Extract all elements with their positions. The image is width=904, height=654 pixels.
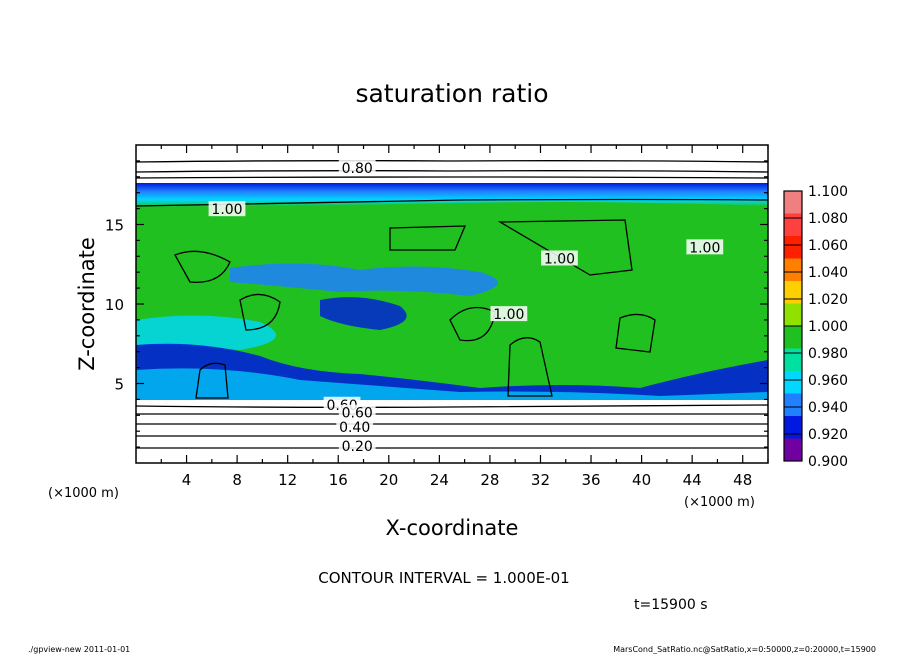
x-axis-label: X-coordinate: [386, 516, 519, 540]
colorbar-label: 0.920: [808, 427, 848, 443]
colorbar-label: 0.960: [808, 373, 848, 389]
contour-label: 1.00: [493, 307, 524, 323]
contour-labels: 0.801.001.001.001.000.600.600.400.20: [208, 159, 724, 455]
plot-field: [136, 145, 768, 463]
contour-label: 0.40: [339, 420, 370, 436]
x-tick-label: 40: [632, 471, 651, 489]
contour-label: 0.80: [342, 161, 373, 177]
colorbar-swatch: [784, 303, 802, 326]
colorbar-label: 1.060: [808, 238, 848, 254]
x-tick-label: 28: [480, 471, 499, 489]
x-tick-label: 32: [531, 471, 550, 489]
colorbar-label: 1.100: [808, 184, 848, 200]
upper-blue-band: [136, 183, 768, 207]
contour-label-bg: [208, 201, 246, 217]
colorbar-swatch: [784, 326, 802, 349]
colorbar-label: 1.080: [808, 211, 848, 227]
x-tick-label: 24: [430, 471, 449, 489]
cyan-patch: [136, 315, 276, 350]
colorbar-swatch: [784, 191, 802, 214]
contour-lines: [136, 160, 768, 450]
contour-label-bg: [541, 250, 578, 266]
colorbar-swatch: [784, 393, 802, 416]
contour-label-bg: [686, 239, 724, 255]
x-tick-label: 48: [733, 471, 752, 489]
y-axis-label: Z-coordinate: [75, 237, 99, 371]
colorbar-swatch: [784, 416, 802, 439]
colorbar-swatch: [784, 236, 802, 259]
colorbar-label: 1.040: [808, 265, 848, 281]
footer-right: MarsCond_SatRatio.nc@SatRatio,x=0:50000,…: [613, 645, 876, 654]
y-axis-unit: (×1000 m): [48, 486, 119, 501]
colorbar-swatch: [784, 348, 802, 371]
y-tick-label: 5: [114, 376, 124, 394]
x-tick-label: 36: [581, 471, 600, 489]
time-label: t=15900 s: [634, 597, 708, 613]
x-tick-label: 16: [329, 471, 348, 489]
x-tick-label: 8: [232, 471, 242, 489]
contour-label-bg: [338, 404, 376, 420]
x-tick-label: 12: [278, 471, 297, 489]
contour-label: 1.00: [544, 251, 575, 267]
contour-interval: CONTOUR INTERVAL = 1.000E-01: [318, 569, 569, 587]
y-tick-label: 15: [105, 217, 124, 235]
colorbar: [783, 190, 803, 462]
contour-label: 1.00: [211, 202, 242, 218]
lower-cyan-band: [136, 368, 768, 400]
x-axis-ticks: [160, 145, 769, 463]
x-tick-label: 4: [182, 471, 192, 489]
colorbar-label: 1.020: [808, 292, 848, 308]
colorbar-labels: 1.100 1.080 1.060 1.040 1.020 1.000 0.980 0.960…: [808, 184, 848, 470]
colorbar-label: 0.980: [808, 346, 848, 362]
colorbar-label: 0.900: [808, 454, 848, 470]
colorbar-swatch: [784, 213, 802, 236]
colorbar-swatch: [784, 258, 802, 281]
contour-label-bg: [338, 438, 376, 454]
chart-title: saturation ratio: [355, 79, 548, 108]
contour-label-bg: [336, 419, 374, 435]
contour-label: 0.60: [342, 406, 373, 422]
contour-label-bg: [490, 306, 528, 322]
contour-label: 1.00: [689, 240, 720, 256]
colorbar-swatch: [784, 438, 802, 461]
colorbar-swatch: [784, 371, 802, 394]
colorbar-label: 0.940: [808, 400, 848, 416]
footer-left: ./gpview-new 2011-01-01: [28, 645, 130, 654]
contour-label: 0.20: [342, 439, 373, 455]
y-axis-ticks: [136, 160, 768, 448]
x-axis-unit: (×1000 m): [684, 495, 755, 510]
x-tick-label: 20: [379, 471, 398, 489]
y-axis-tick-labels: 5 10 15: [105, 217, 124, 394]
colorbar-label: 1.000: [808, 319, 848, 335]
colorbar-swatch: [784, 281, 802, 304]
y-tick-label: 10: [105, 296, 124, 314]
x-tick-label: 44: [683, 471, 702, 489]
contour-label-bg: [338, 159, 376, 175]
x-axis-tick-labels: 4 8 12 16 20 24 28 32 36 40 44 48: [182, 471, 752, 489]
deep-blue-patch: [320, 297, 407, 330]
mid-blue-patch: [230, 263, 498, 296]
